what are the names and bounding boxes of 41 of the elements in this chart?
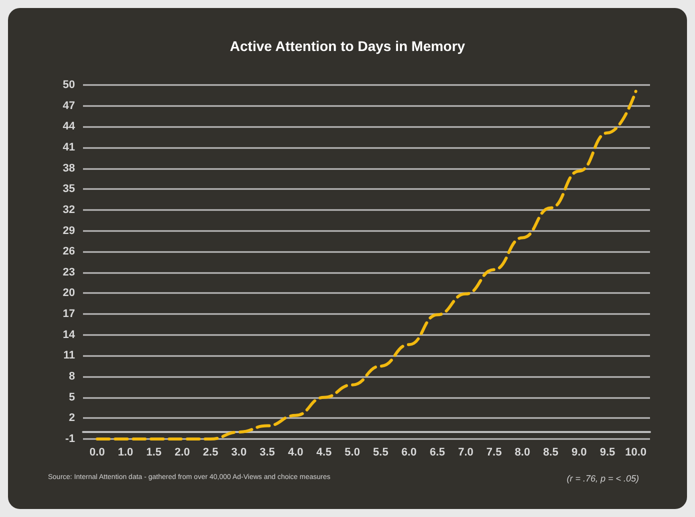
y-tick-label: 17 (62, 308, 75, 320)
text: (r = .76, p = < .05) (566, 474, 640, 484)
x-tick-label: 8.5 (543, 446, 558, 458)
x-tick-label: 4.5 (316, 446, 332, 458)
y-tick-label: 44 (62, 120, 76, 133)
y-tick-label: 8 (68, 370, 75, 383)
y-tick-label: 38 (62, 162, 75, 174)
y-tick-label: 50 (62, 79, 75, 91)
x-tick-label: 8.0 (514, 446, 530, 458)
x-tick-label: 10.0 (625, 446, 647, 458)
x-tick-label: 1.0 (118, 446, 134, 458)
x-tick-label: 0.0 (90, 446, 105, 458)
x-tick-label: 1.5 (146, 446, 162, 458)
x-tick-label: 5.5 (373, 446, 388, 458)
chart-title: Active Attention to Days in Memory (230, 38, 466, 54)
y-tick-label: 5 (68, 391, 75, 404)
x-tick-label: 3.0 (231, 446, 247, 458)
y-tick-label: 41 (62, 141, 75, 154)
y-tick-label: -1 (65, 433, 75, 445)
y-tick-label: 29 (62, 224, 75, 237)
y-tick-label: 20 (62, 287, 75, 300)
x-tick-label: 3.5 (260, 446, 275, 458)
line-series (96, 90, 638, 440)
x-tick-label: 9.5 (600, 446, 616, 458)
x-tick-label: 9.0 (571, 446, 587, 458)
x-tick-label: 6.5 (430, 446, 446, 458)
x-tick-label: 6.0 (401, 446, 417, 458)
x-tick-label: 5.0 (344, 446, 360, 458)
y-tick-label: 14 (62, 328, 76, 341)
y-tick-label: 47 (62, 100, 75, 112)
x-tick-label: 2.0 (174, 446, 190, 458)
x-tick-label: 7.5 (486, 446, 502, 458)
y-tick-label: 23 (62, 266, 75, 278)
x-tick-label: 2.5 (202, 446, 218, 458)
x-tick-label: 7.0 (458, 446, 474, 458)
y-tick-label: 26 (62, 246, 75, 258)
y-tick-label: 35 (62, 183, 75, 196)
y-tick-label: 11 (63, 350, 75, 362)
y-tick-label: 32 (62, 204, 75, 216)
y-tick-label: 2 (68, 412, 75, 424)
x-tick-label: 4.0 (288, 446, 304, 458)
